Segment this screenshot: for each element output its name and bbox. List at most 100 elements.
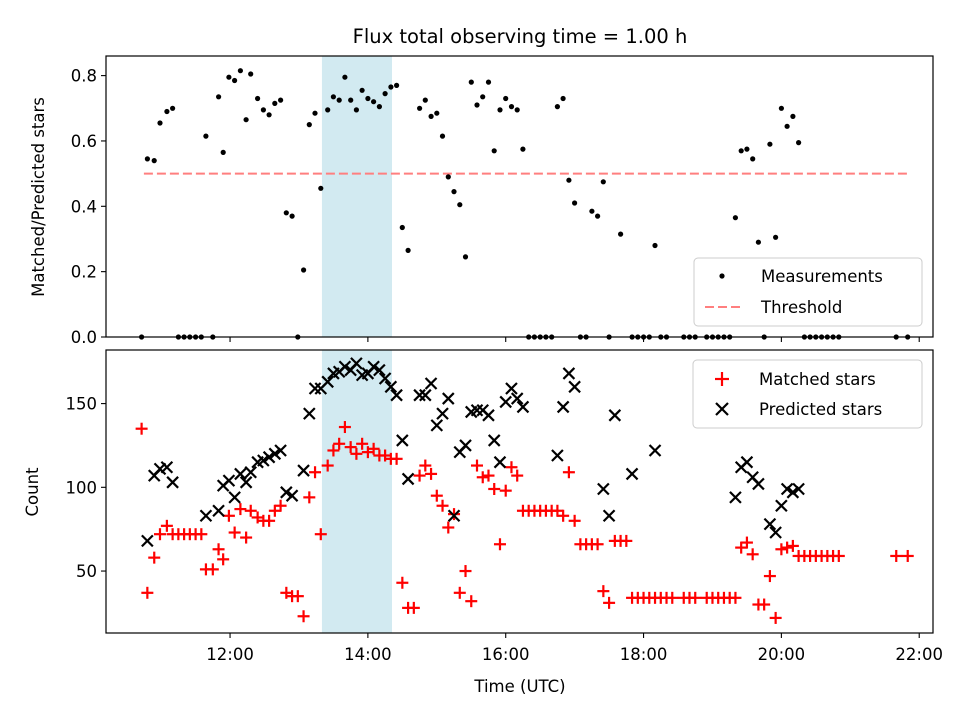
x-tick-label: 14:00 <box>344 645 392 664</box>
measurement-point <box>157 120 163 126</box>
measurement-point <box>738 148 744 154</box>
predicted-star-point <box>551 449 564 462</box>
measurement-point <box>468 79 474 85</box>
matched-star-point <box>367 442 380 455</box>
predicted-star-point <box>556 400 570 414</box>
predicted-star-point <box>493 455 507 469</box>
measurement-point <box>220 149 226 155</box>
matched-star-point <box>327 444 340 457</box>
predicted-star-point <box>303 407 316 420</box>
measurement-point <box>417 105 423 111</box>
measurement-point <box>336 97 342 103</box>
predicted-star-point <box>499 395 512 409</box>
predicted-star-point <box>442 392 455 405</box>
matched-star-point <box>603 596 616 609</box>
matched-star-point <box>562 466 575 479</box>
measurement-point <box>382 91 388 97</box>
predicted-star-point <box>419 388 432 402</box>
y-tick-label: 0.0 <box>71 328 97 347</box>
bottom-y-ticks: 50 100 150 <box>66 395 106 581</box>
predicted-legend-marker <box>715 402 729 416</box>
matched-star-point <box>482 469 495 482</box>
matched-star-point <box>291 590 304 603</box>
predicted-star-point <box>373 363 386 377</box>
y-tick-label: 0.4 <box>71 197 97 216</box>
measurement-point <box>491 148 497 154</box>
matched-star-point <box>153 528 166 541</box>
measurement-point <box>732 215 739 221</box>
matched-star-point <box>407 601 420 614</box>
predicted-star-point <box>166 476 179 489</box>
measurement-point <box>589 208 595 214</box>
x-tick-label: 22:00 <box>895 645 943 664</box>
matched-star-point <box>568 514 581 527</box>
bottom-y-axis-label: Count <box>23 467 42 517</box>
predicted-star-point <box>390 388 403 402</box>
matched-star-point <box>769 611 782 624</box>
measurement-point <box>428 113 434 119</box>
predicted-star-point <box>775 499 788 513</box>
measurement-point <box>773 234 779 240</box>
measurement-point <box>767 141 773 147</box>
predicted-star-point <box>470 404 484 417</box>
measurement-point <box>600 179 606 185</box>
matched-star-point <box>786 539 799 552</box>
measurement-point <box>272 100 278 106</box>
measurement-point <box>278 97 284 103</box>
matched-star-point <box>425 467 438 480</box>
measurement-point <box>560 95 566 102</box>
measurement-point <box>151 158 157 164</box>
measurement-point <box>348 97 354 103</box>
y-tick-label: 0.8 <box>71 67 97 86</box>
measurement-point <box>422 97 428 103</box>
measurement-point <box>595 213 601 219</box>
x-tick-label: 18:00 <box>620 645 668 664</box>
measurement-point <box>203 133 209 139</box>
predicted-star-point <box>436 407 449 420</box>
matched-star-point <box>135 422 148 435</box>
predicted-star-point <box>222 474 236 487</box>
measurement-point <box>289 213 295 219</box>
measurement-point <box>750 156 756 162</box>
predicted-star-point <box>769 526 782 539</box>
predicted-star-point <box>212 504 225 518</box>
matched-star-point <box>729 591 742 604</box>
matched-star-point <box>493 538 506 551</box>
y-tick-label: 50 <box>76 562 97 581</box>
predicted-star-point <box>274 444 287 457</box>
predicted-star-point <box>308 382 322 395</box>
predicted-star-point <box>780 482 794 496</box>
measurement-point <box>306 122 312 128</box>
measurement-point <box>497 107 503 113</box>
measurement-point <box>318 185 324 191</box>
top-panel: 0.00.20.40.60.8 Matched/Predicted stars … <box>29 55 934 347</box>
matched-star-point <box>453 586 466 599</box>
measurement-point <box>755 239 762 245</box>
matched-star-point <box>344 441 357 454</box>
measurement-point <box>554 104 561 110</box>
top-axes-frame <box>105 55 934 338</box>
predicted-star-point <box>350 357 363 370</box>
measurement-point <box>652 242 658 249</box>
matched-star-point <box>303 491 316 504</box>
top-y-axis-label: Matched/Predicted stars <box>29 97 48 297</box>
measurement-point <box>330 94 336 100</box>
measurement-point <box>445 174 451 180</box>
matched-star-point <box>390 452 403 465</box>
matched-star-point <box>448 508 461 521</box>
measurement-point <box>353 107 359 113</box>
measurements-legend-label: Measurements <box>761 267 883 286</box>
measurement-point <box>405 247 411 253</box>
predicted-star-point <box>396 434 409 447</box>
predicted-star-point <box>234 467 247 481</box>
predicted-star-point <box>413 388 426 402</box>
matched-legend-label: Matched stars <box>759 370 876 389</box>
matched-star-point <box>195 528 208 541</box>
matched-star-point <box>413 469 426 482</box>
measurement-point <box>365 95 371 102</box>
bottom-legend-box <box>692 359 923 429</box>
matched-stars-points <box>135 421 914 624</box>
top-highlight-band <box>321 56 393 337</box>
measurement-point <box>376 104 382 110</box>
